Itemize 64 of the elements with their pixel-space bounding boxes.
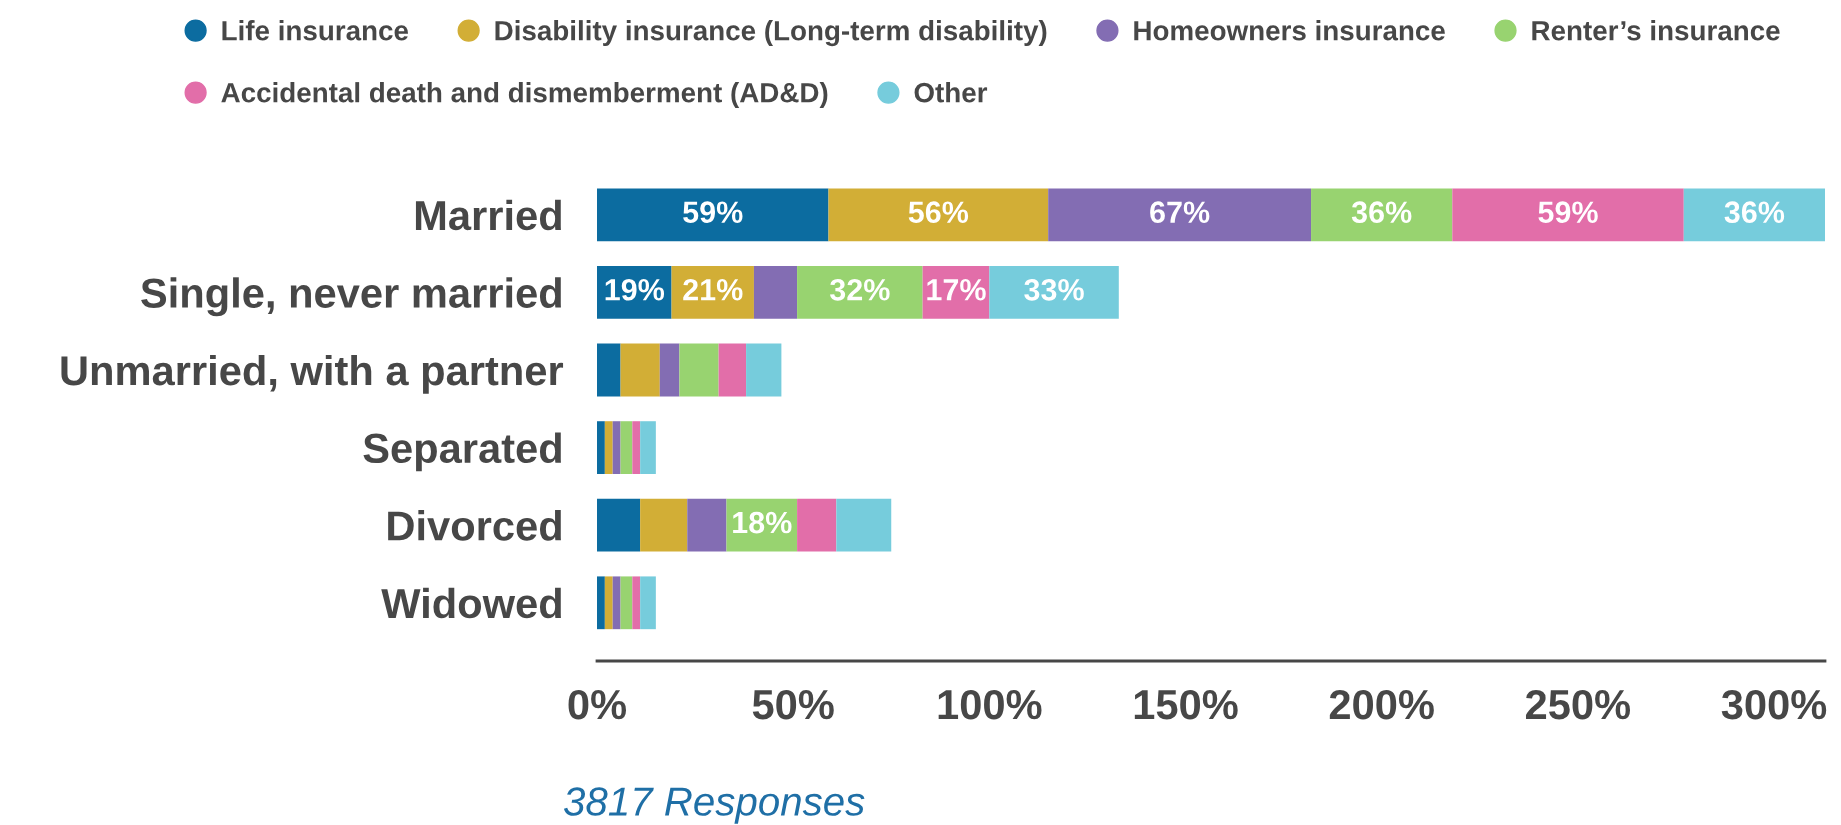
bar bbox=[659, 343, 680, 397]
bar bbox=[828, 188, 1049, 242]
bar bbox=[640, 576, 656, 630]
bar bbox=[679, 343, 719, 397]
bar bbox=[753, 266, 798, 319]
y-tick-label: Separated bbox=[363, 432, 561, 472]
y-tick-label: Divorced bbox=[388, 510, 561, 541]
x-tick-label: 250% bbox=[1525, 689, 1631, 720]
bar bbox=[597, 498, 641, 552]
bar bbox=[1311, 188, 1453, 242]
y-tick-label: Single, never married bbox=[141, 277, 561, 317]
bar bbox=[597, 188, 829, 242]
x-tick-label: 100% bbox=[938, 689, 1042, 720]
bar bbox=[640, 498, 688, 552]
bar bbox=[797, 498, 837, 552]
x-tick-label: 150% bbox=[1134, 689, 1238, 720]
bar bbox=[620, 343, 660, 397]
x-tick-label: 50% bbox=[752, 689, 834, 720]
bar bbox=[604, 421, 613, 474]
bar bbox=[597, 576, 605, 630]
legend-label: Other bbox=[914, 82, 988, 103]
bar bbox=[746, 343, 782, 397]
y-tick-label: Unmarried, with a partner bbox=[61, 354, 564, 394]
data-label: 17% bbox=[927, 279, 986, 301]
data-label: 32% bbox=[829, 278, 890, 301]
y-tick-label: Married bbox=[415, 199, 561, 231]
x-tick-label: 0% bbox=[568, 689, 627, 720]
bar bbox=[797, 266, 923, 319]
data-label: 67% bbox=[1150, 201, 1210, 223]
y-tick-label: Widowed bbox=[381, 587, 561, 619]
bar bbox=[989, 266, 1119, 319]
bar bbox=[687, 498, 727, 552]
data-label: 18% bbox=[733, 511, 792, 534]
bar bbox=[612, 421, 621, 474]
legend-label: Disability insurance (Long-term disability) bbox=[495, 20, 1047, 47]
data-label: 56% bbox=[908, 201, 969, 223]
bar bbox=[632, 421, 641, 474]
legend-label: Renter’s insurance bbox=[1532, 20, 1780, 41]
bar bbox=[640, 421, 656, 474]
bar bbox=[718, 343, 747, 397]
data-label: 59% bbox=[1538, 201, 1598, 223]
bar bbox=[604, 576, 613, 630]
bar bbox=[620, 421, 633, 474]
data-label: 21% bbox=[683, 278, 743, 301]
data-label: 36% bbox=[1351, 201, 1412, 224]
legend-label: Life insurance bbox=[222, 20, 408, 41]
bar bbox=[632, 576, 641, 630]
x-tick-label: 300% bbox=[1721, 689, 1827, 720]
x-tick-label: 200% bbox=[1329, 689, 1434, 720]
data-label: 19% bbox=[605, 278, 665, 301]
text: 3817 Responses bbox=[563, 787, 865, 824]
bar bbox=[1452, 188, 1684, 242]
bar bbox=[1048, 188, 1312, 242]
legend-label: Homeowners insurance bbox=[1134, 20, 1445, 41]
data-label: 59% bbox=[683, 201, 743, 223]
bar bbox=[1683, 188, 1825, 242]
bar bbox=[597, 343, 621, 397]
data-label: 36% bbox=[1724, 201, 1785, 224]
bar bbox=[620, 576, 633, 630]
data-label: 33% bbox=[1024, 278, 1084, 301]
bar bbox=[597, 421, 605, 474]
legend-label: Accidental death and dismemberment (AD&D) bbox=[221, 82, 828, 109]
bar bbox=[836, 498, 892, 552]
bar bbox=[612, 576, 621, 630]
